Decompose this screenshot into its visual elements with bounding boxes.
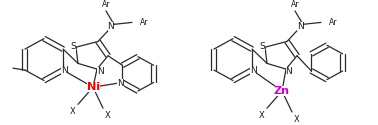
Text: Ni: Ni	[87, 82, 99, 92]
Text: Ar: Ar	[102, 0, 110, 9]
Text: N: N	[97, 68, 103, 76]
Text: X: X	[259, 111, 265, 120]
Text: Zn: Zn	[274, 86, 290, 96]
Text: N: N	[286, 68, 292, 76]
Text: Ar: Ar	[140, 18, 149, 27]
Text: X: X	[105, 111, 111, 120]
Text: N: N	[117, 79, 124, 88]
Text: N: N	[61, 66, 67, 74]
Text: N: N	[297, 22, 304, 31]
Text: S: S	[259, 42, 265, 51]
Text: N: N	[108, 22, 115, 31]
Text: X: X	[70, 108, 76, 116]
Text: S: S	[70, 42, 76, 51]
Text: Ar: Ar	[329, 18, 338, 27]
Text: N: N	[250, 66, 256, 74]
Text: Ar: Ar	[291, 0, 299, 9]
Text: X: X	[294, 115, 300, 124]
